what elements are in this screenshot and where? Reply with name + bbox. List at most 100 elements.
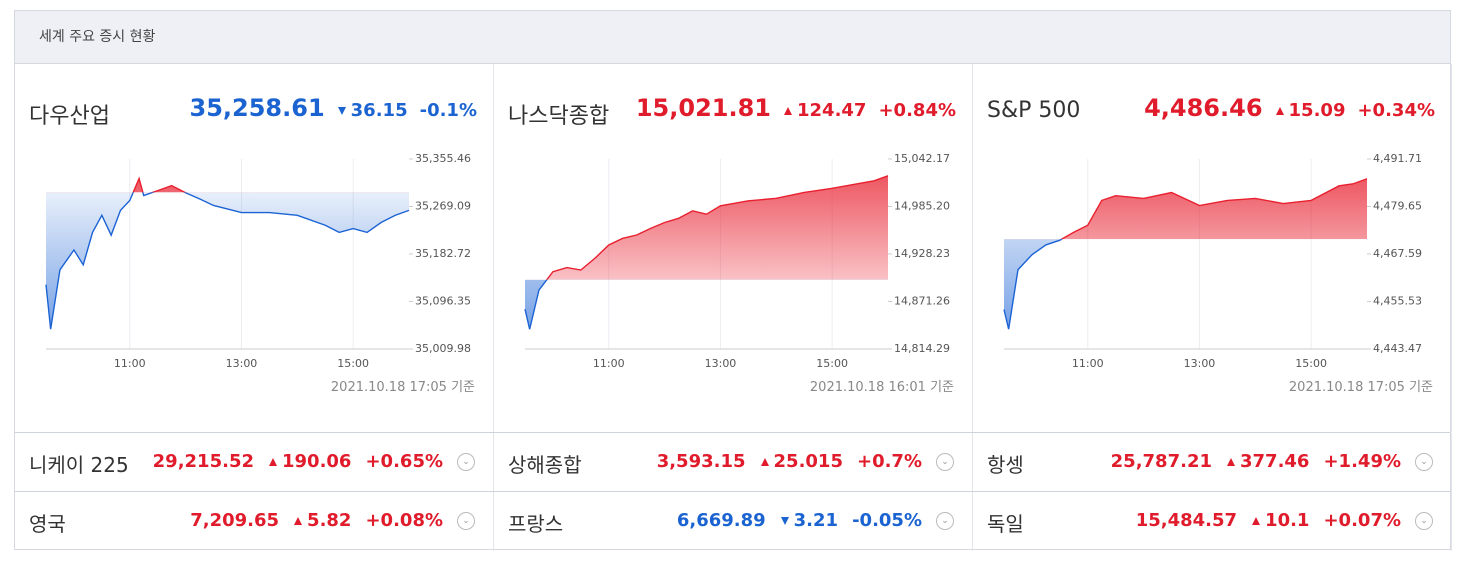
index-name: 상해종합 bbox=[508, 453, 582, 477]
index-cell: 독일 15,484.57 10.1 +0.07% ⌄ bbox=[973, 492, 1452, 551]
change-value: 5.82 bbox=[307, 510, 352, 531]
index-chart: 11:00 13:00 15:00 35,355.46 35,269.09 35,182.… bbox=[45, 152, 471, 370]
index-price: 6,669.89 bbox=[676, 510, 766, 531]
index-price: 7,209.65 bbox=[190, 510, 280, 531]
index-change: 36.15 bbox=[337, 100, 408, 121]
index-price: 25,787.21 bbox=[1110, 451, 1212, 472]
market-widget: 세계 주요 증시 현황 다우산업 35,258.61 36.15 -0.1% 2021.… bbox=[14, 10, 1452, 551]
arrow-icon bbox=[1275, 107, 1284, 115]
area-up bbox=[525, 175, 888, 280]
index-change: 25.015 bbox=[760, 451, 843, 472]
index-quote: 4,486.46 15.09 +0.34% bbox=[1144, 94, 1435, 122]
expand-button[interactable]: ⌄ bbox=[936, 452, 954, 471]
index-name: 영국 bbox=[29, 512, 66, 536]
index-quote: 25,787.21 377.46 +1.49% ⌄ bbox=[1111, 451, 1433, 472]
index-change: 15.09 bbox=[1275, 100, 1346, 121]
index-name: 나스닥종합 bbox=[508, 104, 610, 129]
index-cell: 영국 7,209.65 5.82 +0.08% ⌄ bbox=[15, 492, 494, 551]
y-tick-label: 35,096.35 bbox=[415, 295, 471, 308]
index-name: 다우산업 bbox=[29, 104, 110, 129]
updated-time: 2021.10.18 17:05 기준 bbox=[330, 380, 475, 395]
change-value: 377.46 bbox=[1240, 451, 1310, 472]
arrow-icon bbox=[784, 107, 792, 115]
index-name: 프랑스 bbox=[508, 512, 564, 536]
y-tick-label: 4,479.65 bbox=[1373, 200, 1422, 213]
area-up bbox=[1004, 178, 1367, 240]
line-down bbox=[45, 192, 410, 330]
y-tick-label: 14,928.23 bbox=[894, 247, 950, 260]
index-chart: 11:00 13:00 15:00 4,491.71 4,479.65 4,467.59 4… bbox=[1003, 152, 1422, 370]
change-value: 36.15 bbox=[350, 100, 408, 121]
index-change-pct: -0.05% bbox=[852, 510, 922, 531]
y-tick-label: 14,985.20 bbox=[894, 200, 950, 213]
index-change: 124.47 bbox=[783, 100, 866, 121]
index-chart: 11:00 13:00 15:00 15,042.17 14,985.20 14,928.… bbox=[524, 152, 950, 370]
x-tick-label: 15:00 bbox=[1295, 357, 1327, 370]
index-name: 독일 bbox=[987, 512, 1024, 536]
change-value: 15.09 bbox=[1288, 100, 1346, 121]
index-panel: 다우산업 35,258.61 36.15 -0.1% 2021.10.18 17:05 … bbox=[15, 64, 494, 432]
index-price: 15,484.57 bbox=[1135, 510, 1238, 531]
area-down bbox=[525, 279, 547, 330]
index-change: 5.82 bbox=[293, 510, 351, 531]
line-up bbox=[545, 175, 889, 280]
index-change: 3.21 bbox=[780, 510, 838, 531]
index-panel: 나스닥종합 15,021.81 124.47 +0.84% 2021.10.18 16:… bbox=[494, 64, 973, 432]
arrow-icon bbox=[1252, 517, 1261, 525]
index-change-pct: +1.49% bbox=[1323, 451, 1401, 472]
y-tick-label: 35,269.09 bbox=[415, 200, 471, 213]
y-tick-label: 35,355.46 bbox=[415, 152, 471, 165]
x-tick-label: 15:00 bbox=[337, 357, 369, 370]
x-tick-label: 13:00 bbox=[705, 357, 737, 370]
expand-button[interactable]: ⌄ bbox=[936, 511, 954, 530]
line-up bbox=[132, 176, 187, 193]
index-quote: 35,258.61 36.15 -0.1% bbox=[190, 94, 477, 122]
index-cell: 항셍 25,787.21 377.46 +1.49% ⌄ bbox=[973, 433, 1452, 492]
y-tick-label: 4,443.47 bbox=[1373, 342, 1422, 355]
index-name: S&P 500 bbox=[987, 98, 1081, 123]
index-quote: 6,669.89 3.21 -0.05% ⌄ bbox=[677, 510, 954, 531]
index-change-pct: +0.7% bbox=[856, 451, 922, 472]
index-cell: 상해종합 3,593.15 25.015 +0.7% ⌄ bbox=[494, 433, 973, 492]
x-tick-label: 11:00 bbox=[1072, 357, 1104, 370]
index-cell: 니케이 225 29,215.52 190.06 +0.65% ⌄ bbox=[15, 433, 494, 492]
expand-button[interactable]: ⌄ bbox=[1415, 511, 1433, 530]
change-value: 10.1 bbox=[1265, 510, 1310, 531]
widget-title: 세계 주요 증시 현황 bbox=[15, 11, 1450, 64]
index-price: 29,215.52 bbox=[152, 451, 254, 472]
index-row: 영국 7,209.65 5.82 +0.08% ⌄ 프랑스 6,669.89 3.21 -0.0… bbox=[15, 491, 1452, 551]
index-change-pct: -0.1% bbox=[419, 100, 477, 121]
y-tick-label: 35,009.98 bbox=[415, 342, 471, 355]
expand-button[interactable]: ⌄ bbox=[457, 452, 475, 471]
change-value: 190.06 bbox=[282, 451, 352, 472]
y-tick-label: 35,182.72 bbox=[415, 247, 471, 260]
index-name: 니케이 225 bbox=[29, 453, 129, 477]
y-tick-label: 14,814.29 bbox=[894, 342, 950, 355]
change-value: 124.47 bbox=[797, 100, 867, 121]
index-change-pct: +0.65% bbox=[365, 451, 443, 472]
x-tick-label: 15:00 bbox=[816, 357, 848, 370]
index-price: 35,258.61 bbox=[189, 94, 325, 122]
y-tick-label: 14,871.26 bbox=[894, 295, 950, 308]
index-change: 377.46 bbox=[1226, 451, 1309, 472]
index-panel: S&P 500 4,486.46 15.09 +0.34% 2021.10.18 17:… bbox=[973, 64, 1452, 432]
index-price: 3,593.15 bbox=[656, 451, 746, 472]
arrow-icon bbox=[294, 517, 303, 525]
y-tick-label: 4,467.59 bbox=[1373, 247, 1422, 260]
area-up bbox=[46, 178, 409, 193]
x-tick-label: 13:00 bbox=[226, 357, 258, 370]
arrow-icon bbox=[1227, 458, 1235, 466]
expand-button[interactable]: ⌄ bbox=[1415, 452, 1433, 471]
expand-button[interactable]: ⌄ bbox=[457, 511, 475, 530]
area-down bbox=[46, 192, 409, 330]
y-tick-label: 4,491.71 bbox=[1373, 152, 1422, 165]
index-price: 4,486.46 bbox=[1144, 94, 1263, 122]
updated-time: 2021.10.18 16:01 기준 bbox=[809, 380, 954, 395]
index-name: 항셍 bbox=[987, 453, 1024, 477]
change-value: 25.015 bbox=[773, 451, 843, 472]
line-down bbox=[1003, 239, 1064, 330]
index-change: 190.06 bbox=[268, 451, 351, 472]
line-up bbox=[1060, 178, 1368, 240]
index-change-pct: +0.34% bbox=[1357, 100, 1435, 121]
x-tick-label: 13:00 bbox=[1184, 357, 1216, 370]
